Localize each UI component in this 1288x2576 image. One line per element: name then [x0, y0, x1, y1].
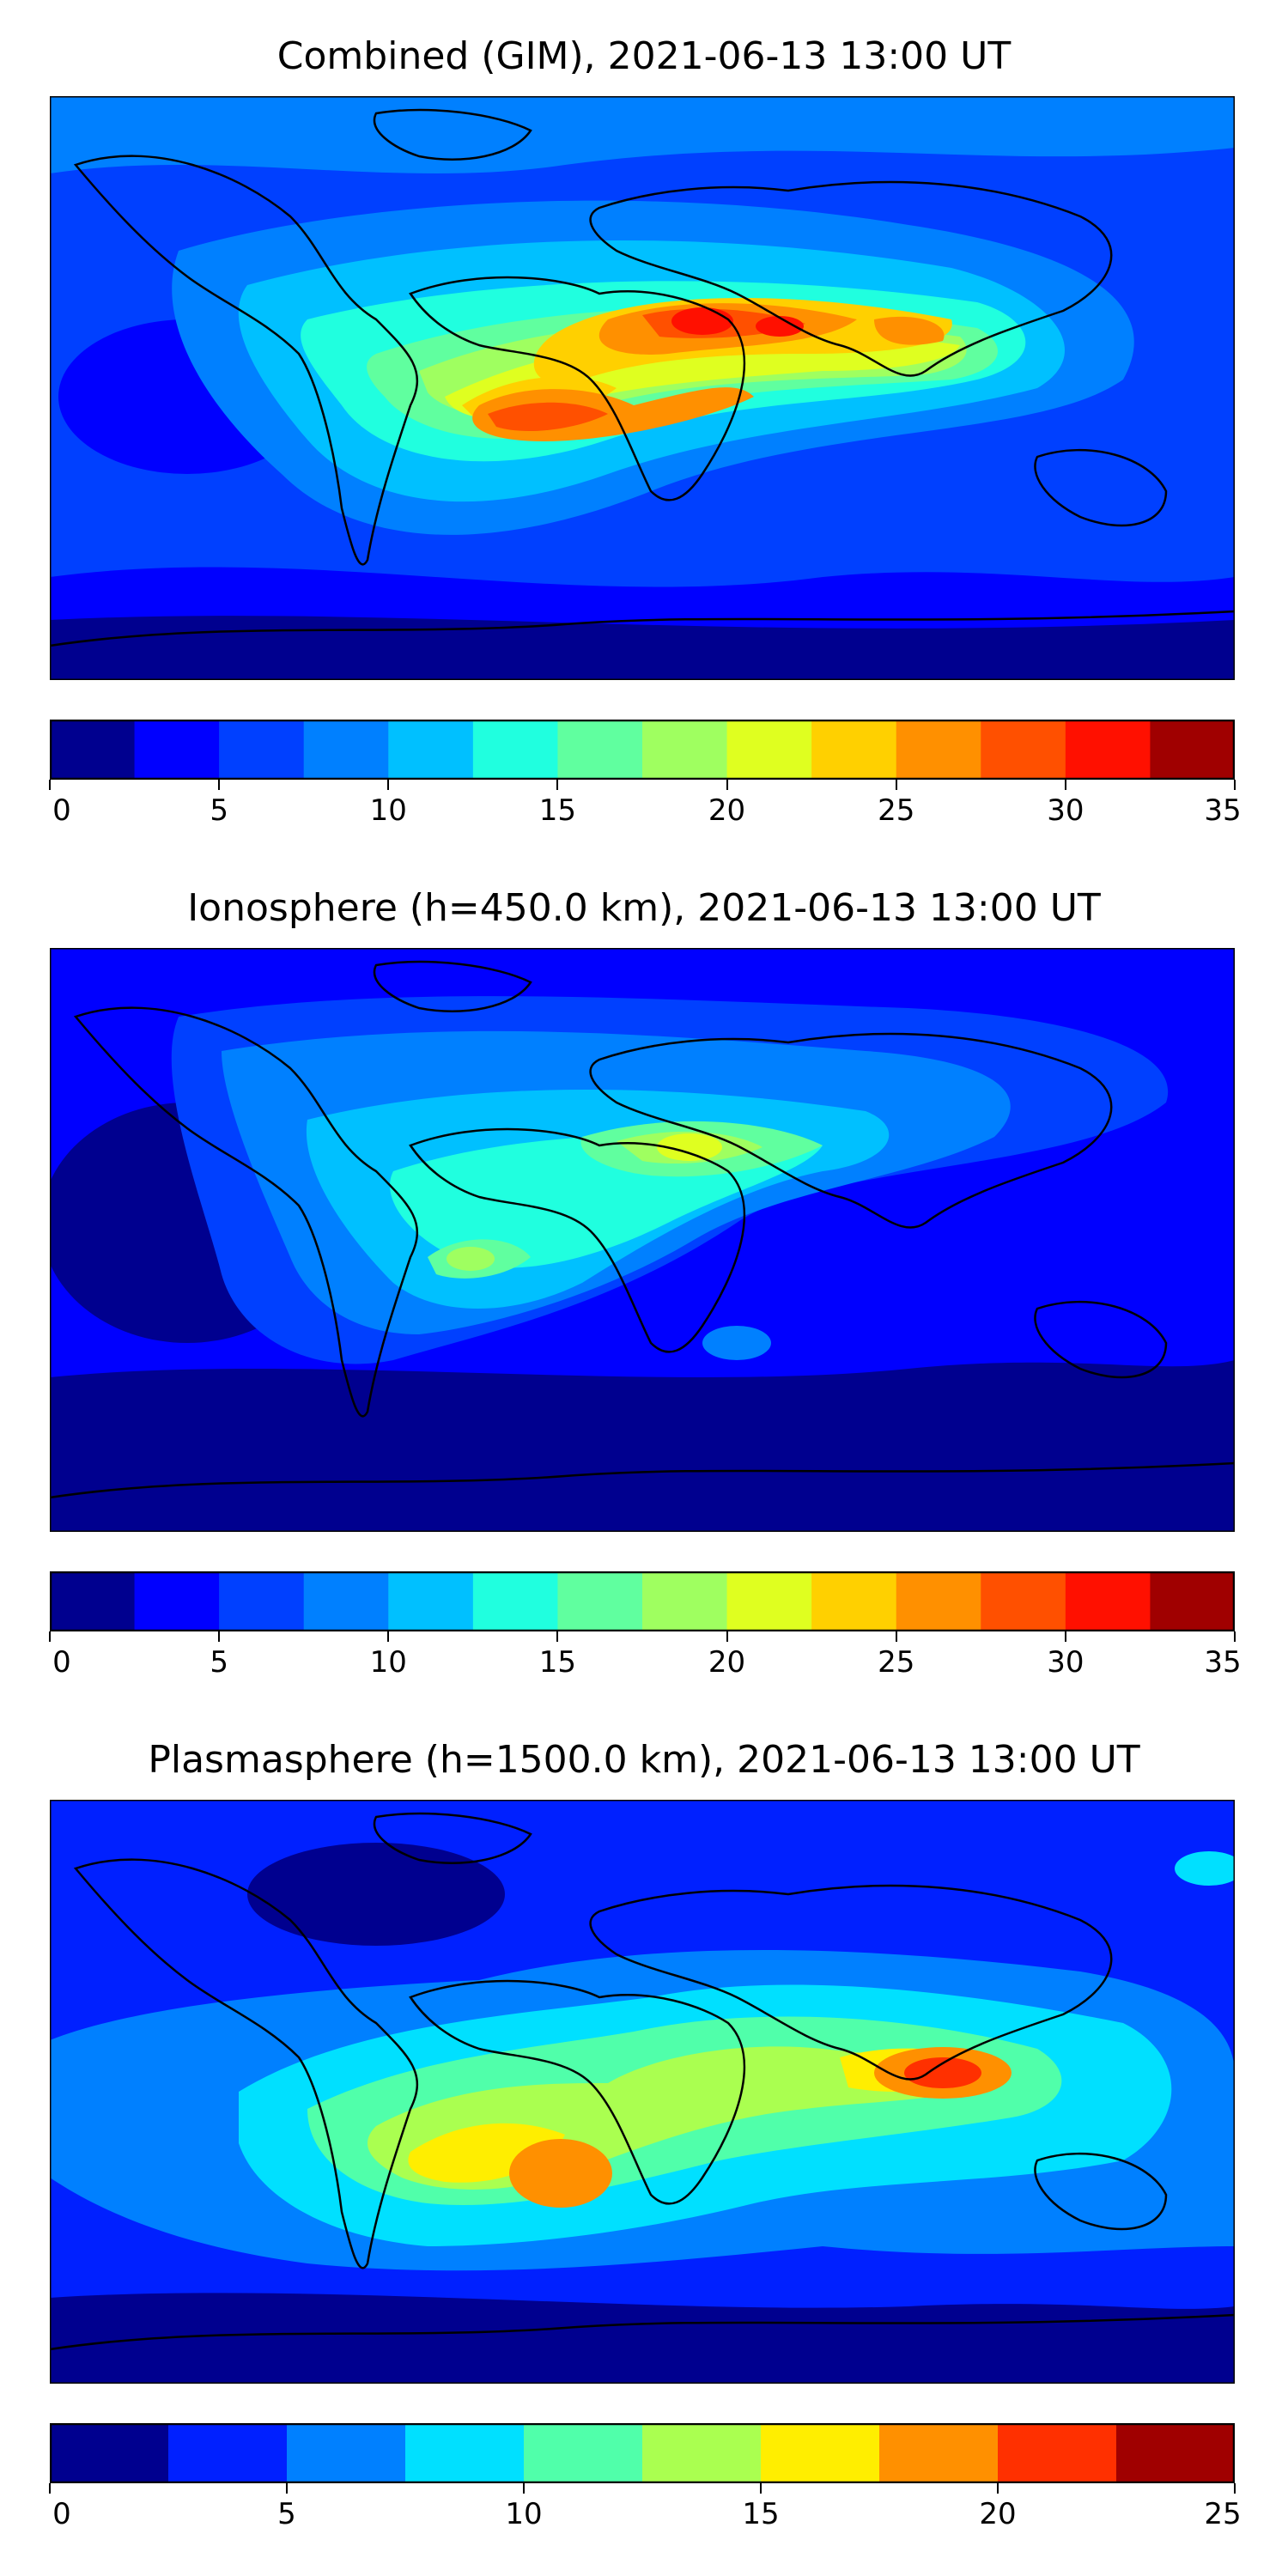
- colorbar-tick-mark: [760, 2483, 762, 2494]
- colorbar-tick-mark: [556, 1631, 559, 1642]
- colorbar-tick-mark: [49, 780, 51, 790]
- colorbar-tick-label: 10: [369, 793, 407, 828]
- colorbar-segment: [303, 1571, 389, 1631]
- colorbar-segment: [896, 720, 981, 780]
- colorbar-segment: [981, 720, 1066, 780]
- colorbar-segment: [472, 1571, 558, 1631]
- colorbar-segment: [524, 2423, 643, 2483]
- colorbar-tick-mark: [523, 2483, 525, 2494]
- colorbar-frame: [50, 1571, 1235, 1631]
- colorbar-tick-mark: [726, 1631, 728, 1642]
- colorbar-segment: [1116, 2423, 1235, 2483]
- chart-title: Plasmasphere (h=1500.0 km), 2021-06-13 1…: [148, 1738, 1140, 1782]
- colorbar-segment: [726, 1571, 812, 1631]
- colorbar-tick-label: 10: [369, 1645, 407, 1680]
- colorbar-tick-label: 20: [708, 1645, 746, 1680]
- colorbar-segment: [50, 2423, 169, 2483]
- colorbar-tick-label: 20: [708, 793, 746, 828]
- colorbar-segment: [557, 720, 643, 780]
- colorbar-tick-label: 25: [878, 1645, 915, 1680]
- colorbar-ticks: 0 5 10 15 20 25 30 35: [49, 1631, 1242, 1683]
- colorbar-frame: [50, 720, 1235, 780]
- colorbar-tick-mark: [997, 2483, 999, 2494]
- colorbar-tick-mark: [49, 1631, 51, 1642]
- chart-title: Ionosphere (h=450.0 km), 2021-06-13 13:0…: [187, 886, 1101, 930]
- colorbar-segment: [219, 720, 305, 780]
- colorbar-segment: [1150, 720, 1235, 780]
- colorbar-segment: [557, 1571, 643, 1631]
- colorbar-segment: [642, 2423, 762, 2483]
- colorbar-tick-mark: [1234, 780, 1236, 790]
- colorbar-segment: [287, 2423, 406, 2483]
- chart-title: Combined (GIM), 2021-06-13 13:00 UT: [276, 34, 1012, 78]
- colorbar-segment: [219, 1571, 305, 1631]
- colorbar-segment: [811, 720, 897, 780]
- colorbar-tick-mark: [895, 780, 897, 790]
- colorbar-tick-mark: [387, 1631, 390, 1642]
- colorbar-tick-mark: [726, 780, 728, 790]
- colorbar-segment: [726, 720, 812, 780]
- colorbar-segment: [896, 1571, 981, 1631]
- colorbar-tick-mark: [556, 780, 559, 790]
- colorbar-segment: [1150, 1571, 1235, 1631]
- colorbar-tick-mark: [1064, 1631, 1066, 1642]
- colorbar-tick-mark: [387, 780, 390, 790]
- colorbar-gradient: [50, 720, 1235, 780]
- colorbar-tick-label: 30: [1047, 1645, 1084, 1680]
- colorbar-ticks: 0 5 10 15 20 25 30 35: [49, 780, 1242, 831]
- colorbar-tick-label: 5: [210, 1645, 228, 1680]
- colorbar-tick-label: 0: [52, 793, 71, 828]
- colorbar-segment: [998, 2423, 1117, 2483]
- colorbar-segment: [981, 1571, 1066, 1631]
- colorbar-segment: [168, 2423, 288, 2483]
- colorbar-segment: [761, 2423, 880, 2483]
- colorbar-segment: [642, 720, 728, 780]
- tec-map-ionosphere: [50, 948, 1235, 1532]
- colorbar-segment: [50, 1571, 136, 1631]
- colorbar-tick-mark: [1234, 2483, 1236, 2494]
- colorbar-tick-label: 0: [52, 1645, 71, 1680]
- colorbar-tick-mark: [218, 780, 221, 790]
- colorbar-tick-mark: [895, 1631, 897, 1642]
- colorbar-tick-label: 25: [1204, 2497, 1242, 2531]
- colorbar-frame: [50, 2423, 1235, 2483]
- colorbar-tick-label: 0: [52, 2497, 71, 2531]
- colorbar-tick-label: 35: [1204, 1645, 1242, 1680]
- colorbar-ticks: 0 5 10 15 20 25: [49, 2483, 1242, 2535]
- colorbar-tick-label: 5: [210, 793, 228, 828]
- colorbar-segment: [1065, 720, 1151, 780]
- colorbar-tick-mark: [1234, 1631, 1236, 1642]
- colorbar-tick-mark: [49, 2483, 51, 2494]
- colorbar-tick-mark: [1064, 780, 1066, 790]
- colorbar-tick-label: 15: [538, 1645, 577, 1680]
- colorbar-tick-mark: [218, 1631, 221, 1642]
- colorbar-segment: [472, 720, 558, 780]
- colorbar-gradient: [50, 1571, 1235, 1631]
- colorbar-segment: [642, 1571, 728, 1631]
- tec-map-plasmasphere: [50, 1800, 1235, 2384]
- colorbar-gradient: [50, 2423, 1235, 2483]
- colorbar-segment: [388, 1571, 474, 1631]
- colorbar-tick-label: 25: [878, 793, 915, 828]
- colorbar-segment: [50, 720, 136, 780]
- colorbar-segment: [405, 2423, 525, 2483]
- colorbar-tick-label: 15: [538, 793, 577, 828]
- colorbar-segment: [388, 720, 474, 780]
- colorbar-segment: [879, 2423, 999, 2483]
- colorbar-segment: [134, 720, 220, 780]
- colorbar-tick-label: 15: [742, 2497, 780, 2531]
- colorbar-segment: [811, 1571, 897, 1631]
- tec-map-combined: [50, 96, 1235, 680]
- colorbar-tick-label: 5: [277, 2497, 296, 2531]
- colorbar-segment: [303, 720, 389, 780]
- colorbar-tick-label: 10: [505, 2497, 543, 2531]
- colorbar-tick-label: 35: [1204, 793, 1242, 828]
- colorbar-segment: [1065, 1571, 1151, 1631]
- colorbar-segment: [134, 1571, 220, 1631]
- colorbar-tick-label: 20: [979, 2497, 1017, 2531]
- colorbar-tick-label: 30: [1047, 793, 1084, 828]
- colorbar-tick-mark: [286, 2483, 288, 2494]
